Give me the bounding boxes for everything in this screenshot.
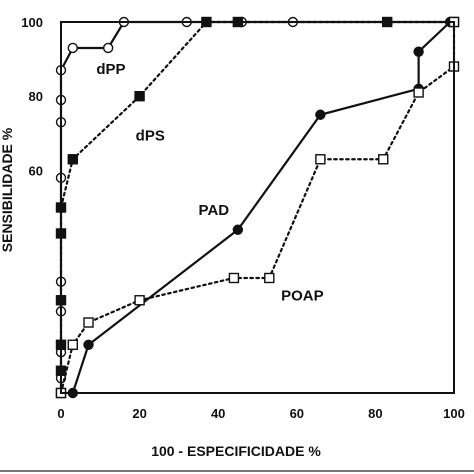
series-label: PAD xyxy=(199,202,230,219)
data-point xyxy=(232,224,244,235)
x-tick-label: 20 xyxy=(132,406,146,421)
data-point xyxy=(67,154,78,165)
x-tick-label: 80 xyxy=(368,406,382,421)
x-tick-label: 0 xyxy=(57,406,64,421)
data-point xyxy=(228,272,240,284)
series-line-pad xyxy=(71,20,452,395)
series-label: POAP xyxy=(281,287,324,304)
data-point xyxy=(83,339,94,350)
series-label: dPS xyxy=(136,128,165,145)
data-point xyxy=(264,272,275,284)
plot-frame xyxy=(60,21,455,394)
x-tick-label: 100 xyxy=(443,406,465,421)
x-axis-title: 100 - ESPECIFICIDADE % xyxy=(151,443,321,459)
y-tick-label: 100 xyxy=(21,15,43,30)
data-point xyxy=(134,90,145,102)
ticks-layer: 0 20 40 60 80 100 60 80 100 xyxy=(21,15,465,421)
data-point xyxy=(134,295,145,306)
series-layer: dPP dPS PAD POAP xyxy=(55,16,460,399)
y-axis-title: SENSIBILIDADE % xyxy=(0,127,15,252)
data-point xyxy=(315,154,326,165)
data-point xyxy=(413,46,424,57)
y-tick-label: 60 xyxy=(29,163,43,178)
x-tick-label: 60 xyxy=(290,406,304,421)
series-dpp: dPP xyxy=(55,16,460,399)
data-point xyxy=(83,317,94,328)
data-point xyxy=(67,339,78,350)
y-tick-label: 80 xyxy=(29,89,43,104)
data-point xyxy=(315,109,326,120)
data-point xyxy=(413,87,424,98)
series-poap: POAP xyxy=(55,16,460,399)
x-tick-label: 40 xyxy=(211,406,225,421)
data-point xyxy=(378,154,389,165)
series-pad: PAD xyxy=(67,16,456,399)
data-point xyxy=(102,42,114,54)
series-label: dPP xyxy=(96,61,125,78)
data-point xyxy=(67,42,78,54)
